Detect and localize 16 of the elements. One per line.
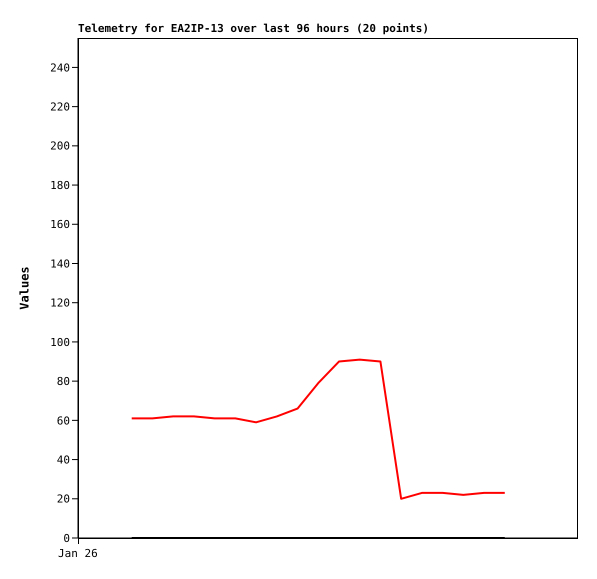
y-tick-label: 200 <box>50 140 70 153</box>
y-tick-label: 0 <box>63 532 70 545</box>
y-tick-label: 180 <box>50 178 70 192</box>
y-tick-label: 220 <box>50 100 70 114</box>
y-tick-label: 80 <box>56 375 70 388</box>
text: Jan 26 <box>58 547 98 560</box>
y-tick-label: 100 <box>50 336 70 349</box>
y-tick-label: 160 <box>50 218 70 232</box>
y-tick-label: 20 <box>56 492 70 506</box>
chart-title: Telemetry for EA2IP-13 over last 96 hours (20 points) <box>78 22 429 35</box>
y-tick-label: 240 <box>50 61 70 74</box>
y-tick-label: 120 <box>50 296 70 310</box>
y-tick-label: 140 <box>50 257 70 270</box>
y-tick-label: 40 <box>56 453 70 466</box>
y-tick-label: 60 <box>56 414 70 428</box>
y-axis-title: Values <box>17 266 32 310</box>
